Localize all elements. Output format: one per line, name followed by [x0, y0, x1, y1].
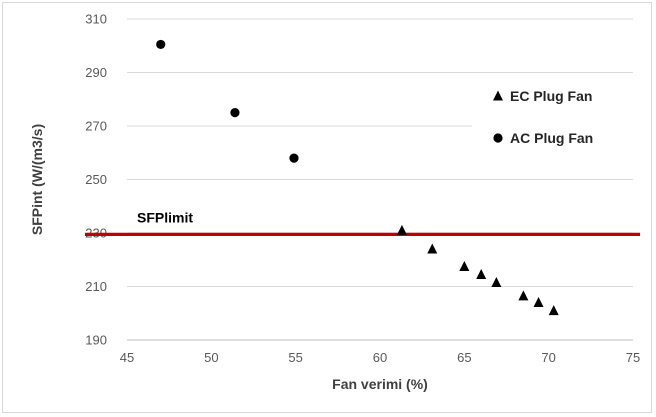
legend-circle-marker	[493, 133, 503, 143]
y-tick-250: 250	[85, 172, 107, 187]
x-tick-45: 45	[120, 350, 134, 365]
data-points	[156, 39, 559, 316]
sfp-limit-line-group: SFPlimit	[85, 209, 640, 236]
x-tick-55: 55	[288, 350, 302, 365]
ec-plug-fan-point-1	[427, 243, 438, 254]
y-tick-290: 290	[85, 65, 107, 80]
ec-plug-fan-point-0	[396, 224, 407, 235]
x-tick-labels: 45 50 55 60 65 70 75	[120, 350, 640, 365]
ec-plug-fan-point-6	[533, 297, 544, 308]
x-axis-title: Fan verimi (%)	[332, 376, 428, 392]
ac-plug-fan-point-0	[156, 39, 166, 50]
ac-plug-fan-point-1	[230, 108, 240, 118]
legend-label-1: AC Plug Fan	[510, 130, 593, 146]
ac-plug-fan-point-2	[289, 153, 299, 163]
gridlines	[127, 18, 633, 341]
y-tick-310: 310	[85, 12, 107, 27]
legend-label-0: EC Plug Fan	[510, 88, 592, 104]
x-tick-65: 65	[457, 350, 471, 365]
ec-plug-fan-point-5	[518, 290, 529, 301]
x-tick-60: 60	[373, 350, 387, 365]
ec-plug-fan-point-7	[548, 305, 559, 316]
y-tick-210: 210	[85, 279, 107, 294]
legend-triangle-marker	[493, 90, 503, 101]
sfp-limit-label: SFPlimit	[137, 209, 193, 225]
legend-box	[472, 79, 637, 157]
x-tick-50: 50	[204, 350, 218, 365]
x-tick-75: 75	[626, 350, 640, 365]
x-tick-70: 70	[541, 350, 555, 365]
y-tick-labels: 190210230250270290310	[85, 12, 107, 348]
y-tick-270: 270	[85, 119, 107, 134]
y-tick-190: 190	[85, 333, 107, 348]
chart-frame	[2, 2, 652, 413]
legend: EC Plug Fan AC Plug Fan	[472, 79, 637, 157]
ec-plug-fan-point-3	[476, 268, 487, 279]
y-axis-title: SFPint (W/(m3/s)	[29, 124, 45, 235]
ec-plug-fan-point-2	[459, 260, 470, 271]
ec-plug-fan-point-4	[491, 276, 502, 287]
